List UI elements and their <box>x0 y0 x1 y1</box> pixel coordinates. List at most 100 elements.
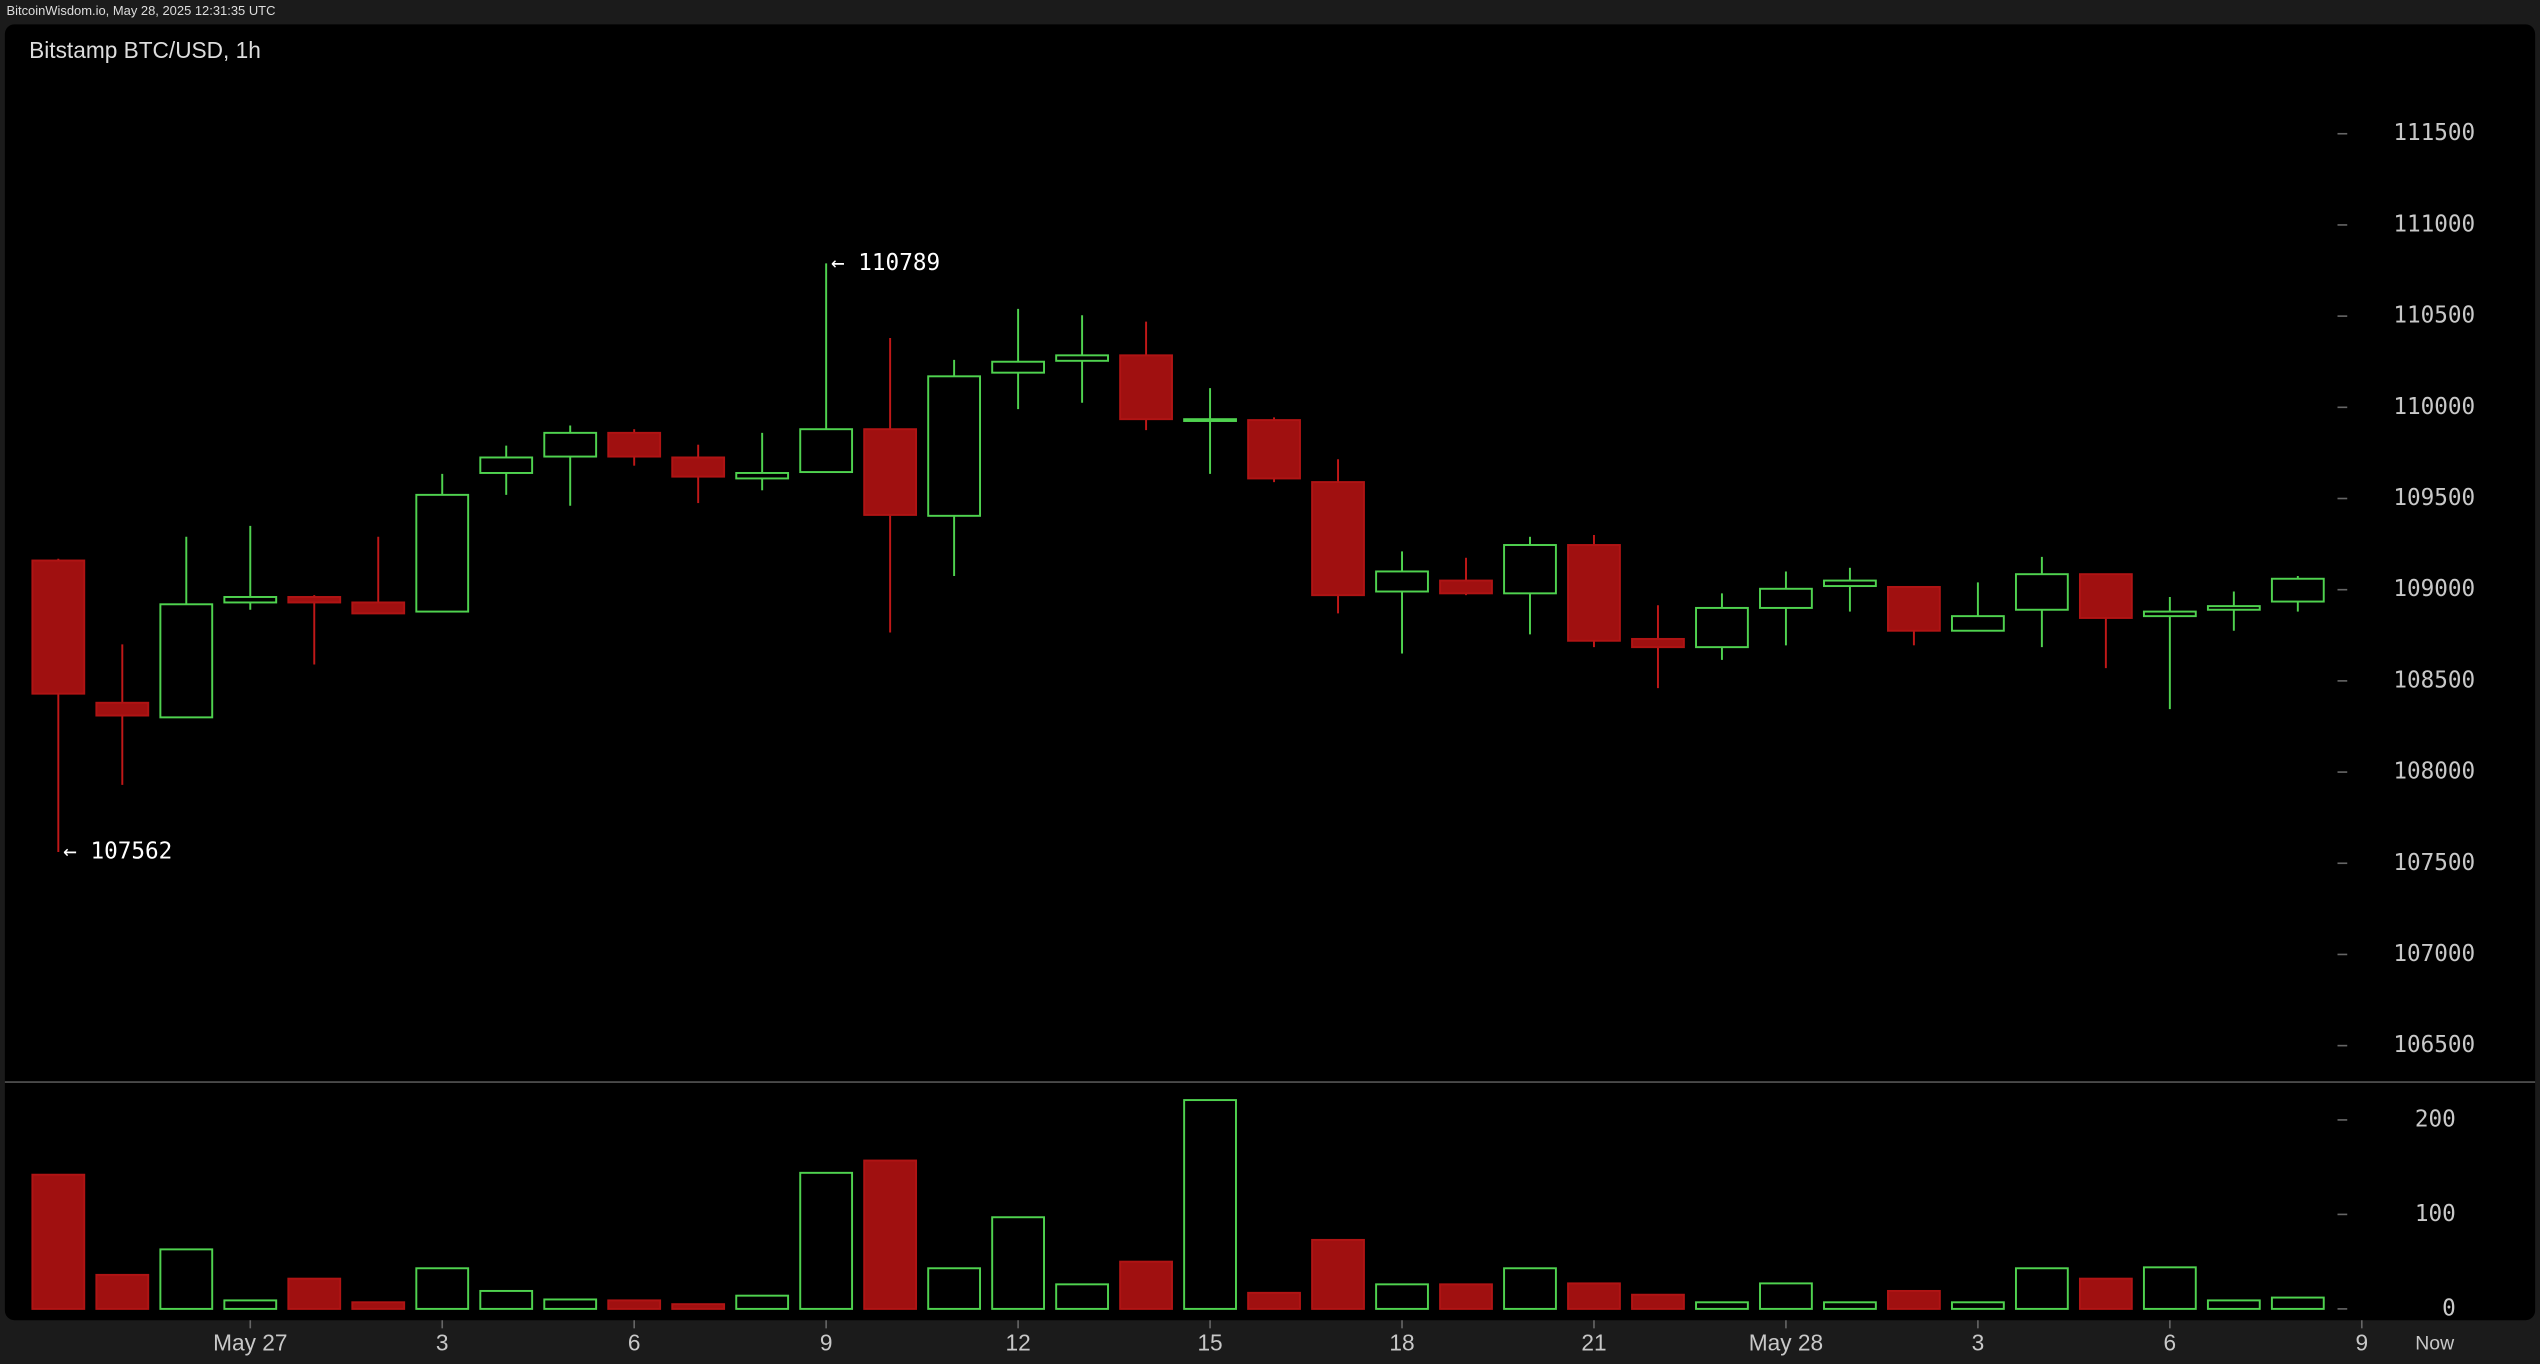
candle-body <box>1951 615 2005 632</box>
y-tick-label: 109500 <box>2393 485 2475 511</box>
y-tick-label: 108500 <box>2393 667 2475 693</box>
x-tick-label: 9 <box>820 1330 833 1356</box>
candle-body <box>1503 544 1557 595</box>
volume-bar <box>31 1173 86 1310</box>
volume-tick-label: 100 <box>2415 1201 2456 1227</box>
volume-bar <box>543 1298 598 1310</box>
candle-body <box>671 456 726 478</box>
candle-body <box>1119 354 1173 421</box>
x-tick-label: 18 <box>1389 1330 1414 1356</box>
candle-body <box>1247 419 1301 480</box>
candle-body <box>1887 585 1941 632</box>
volume-bar <box>607 1299 662 1310</box>
candle-body <box>543 431 598 458</box>
x-tick-label: 6 <box>628 1330 641 1356</box>
candle-body <box>223 596 278 604</box>
candle-body <box>287 596 342 604</box>
candle-body <box>479 456 534 474</box>
candle-body <box>415 493 470 613</box>
candle-body <box>1183 418 1237 422</box>
y-tick-label: 110500 <box>2393 303 2475 329</box>
volume-bar <box>1503 1267 1557 1310</box>
volume-bar <box>287 1277 342 1310</box>
y-tick-label: 111000 <box>2393 211 2475 237</box>
candle-body <box>2078 573 2133 619</box>
candle-body <box>1759 587 1813 609</box>
volume-bar <box>1247 1291 1301 1310</box>
x-tick-label: 3 <box>1972 1330 1985 1356</box>
volume-bar <box>927 1267 982 1310</box>
volume-bar <box>223 1299 278 1310</box>
y-tick-label: 107000 <box>2393 941 2475 967</box>
y-tick-label: 111500 <box>2393 120 2475 146</box>
volume-bar <box>671 1303 726 1310</box>
candle-body <box>735 471 790 480</box>
chart-panel <box>4 24 2536 1321</box>
volume-bar <box>1823 1301 1877 1310</box>
y-tick-label: 107500 <box>2393 850 2475 876</box>
volume-bar <box>351 1301 406 1310</box>
y-tick-label: 110000 <box>2393 394 2475 420</box>
volume-bar <box>1631 1293 1685 1310</box>
volume-tick-label: 200 <box>2415 1106 2456 1132</box>
y-tick-label: 109000 <box>2393 576 2475 602</box>
candle-body <box>863 428 918 516</box>
candle-body <box>2270 577 2325 603</box>
candle-body <box>31 559 86 695</box>
candle-body <box>1631 637 1685 649</box>
now-label: Now <box>2415 1333 2455 1355</box>
x-tick-label: 3 <box>436 1330 449 1356</box>
volume-bar <box>95 1273 150 1310</box>
candle-body <box>1567 544 1621 642</box>
volume-bar <box>159 1248 214 1310</box>
volume-bar <box>479 1289 534 1310</box>
candle-body <box>95 701 150 717</box>
candle-body <box>991 360 1045 374</box>
source-header: BitcoinWisdom.io, May 28, 2025 12:31:35 … <box>6 3 275 18</box>
candle-body <box>2142 610 2197 618</box>
candle-body <box>1695 606 1749 649</box>
volume-bar <box>2142 1266 2197 1310</box>
y-tick-label: 106500 <box>2393 1032 2475 1058</box>
candle-body <box>159 603 214 719</box>
x-tick-label: 15 <box>1197 1330 1222 1356</box>
y-tick-label: 108000 <box>2393 759 2475 785</box>
volume-bar <box>1183 1099 1237 1310</box>
candle-body <box>351 601 406 615</box>
candle-body <box>2206 605 2261 611</box>
volume-bar <box>991 1216 1045 1310</box>
candle-body <box>1823 579 1877 588</box>
candle-body <box>1311 481 1365 597</box>
volume-bar <box>2078 1277 2133 1310</box>
chart-title: Bitstamp BTC/USD, 1h <box>29 37 261 63</box>
candle-body <box>1055 354 1109 362</box>
price-annotation: ← 107562 <box>63 838 172 864</box>
x-tick-label: 21 <box>1581 1330 1606 1356</box>
candle-body <box>927 375 982 517</box>
candle-body <box>607 431 662 458</box>
candle-body <box>1375 570 1429 593</box>
volume-bar <box>1951 1301 2005 1310</box>
volume-bar <box>735 1294 790 1310</box>
volume-bar <box>863 1159 918 1310</box>
volume-bar <box>1887 1289 1941 1310</box>
x-tick-label: May 28 <box>1749 1330 1823 1356</box>
volume-bar <box>415 1267 470 1310</box>
x-tick-label: 9 <box>2356 1330 2369 1356</box>
volume-bar <box>1055 1283 1109 1310</box>
volume-bar <box>1375 1283 1429 1310</box>
volume-bar <box>2206 1299 2261 1310</box>
x-tick-label: 6 <box>2164 1330 2177 1356</box>
volume-tick-label: 0 <box>2442 1295 2456 1321</box>
volume-bar <box>2270 1296 2325 1310</box>
candle-body <box>1439 579 1493 595</box>
volume-bar <box>1695 1301 1749 1310</box>
candle-body <box>2014 573 2069 611</box>
price-annotation: ← 110789 <box>831 250 940 276</box>
x-tick-label: 12 <box>1006 1330 1031 1356</box>
volume-bar <box>2014 1267 2069 1310</box>
x-tick-label: May 27 <box>213 1330 287 1356</box>
volume-bar <box>1759 1282 1813 1310</box>
